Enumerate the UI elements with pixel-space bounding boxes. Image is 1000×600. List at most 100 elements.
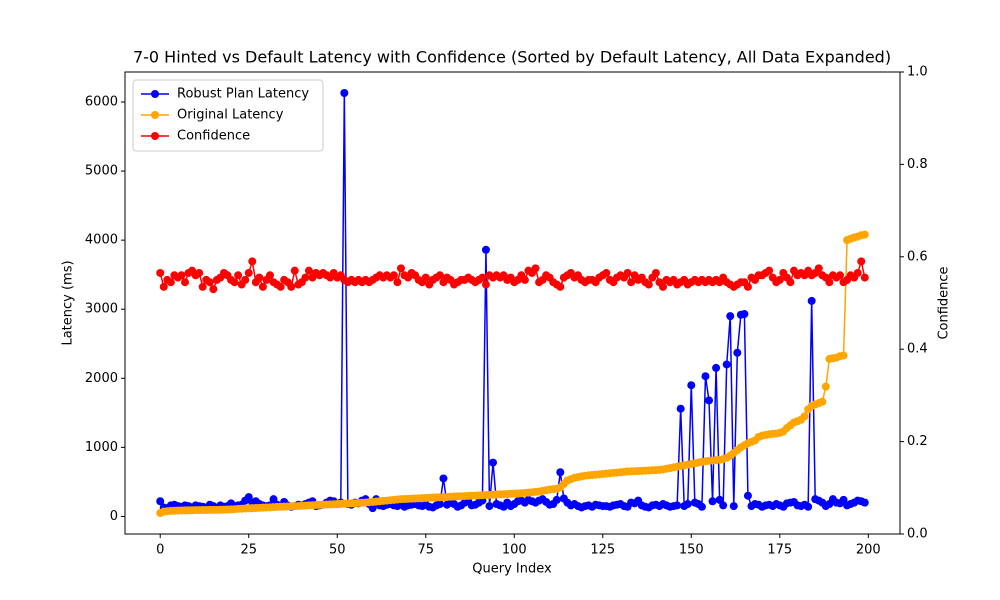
- data-point: [683, 500, 692, 509]
- data-point: [726, 312, 735, 321]
- data-point: [623, 268, 632, 277]
- data-point: [740, 310, 749, 319]
- data-point: [804, 502, 813, 511]
- data-point: [839, 351, 848, 360]
- series: [156, 230, 869, 517]
- x-tick-label: 150: [679, 543, 704, 558]
- data-point: [156, 497, 165, 506]
- data-point: [701, 372, 710, 381]
- data-point: [156, 268, 165, 277]
- y-tick-label: 0: [110, 509, 118, 524]
- data-point: [248, 257, 257, 266]
- data-point: [166, 278, 175, 287]
- legend-marker: [151, 90, 159, 98]
- data-point: [481, 280, 490, 289]
- series: [156, 89, 869, 513]
- data-point: [234, 271, 243, 280]
- data-point: [230, 278, 239, 287]
- data-point: [719, 501, 728, 510]
- y2-tick-label: 0.4: [907, 342, 928, 357]
- data-point: [478, 273, 487, 282]
- data-point: [198, 282, 207, 291]
- data-point: [729, 502, 738, 511]
- data-point: [743, 282, 752, 291]
- data-point: [485, 502, 494, 511]
- plot-frame: [124, 71, 901, 535]
- data-point: [301, 273, 310, 282]
- data-point: [627, 278, 636, 287]
- data-point: [435, 271, 444, 280]
- data-point: [860, 273, 869, 282]
- legend-label: Confidence: [177, 129, 250, 144]
- data-point: [687, 381, 696, 390]
- data-point: [181, 278, 190, 287]
- data-point: [722, 360, 731, 369]
- data-point: [389, 271, 398, 280]
- x-tick-label: 125: [590, 543, 615, 558]
- data-point: [821, 382, 830, 391]
- y-tick-label: 3000: [85, 302, 118, 317]
- x-tick-label: 200: [856, 543, 881, 558]
- data-point: [340, 89, 349, 97]
- x-tick-label: 0: [156, 543, 164, 558]
- data-point: [304, 266, 313, 275]
- data-point: [258, 282, 267, 291]
- y-tick-label: 6000: [85, 94, 118, 109]
- data-point: [733, 348, 742, 357]
- data-point: [825, 278, 834, 287]
- data-point: [205, 278, 214, 287]
- legend-label: Robust Plan Latency: [177, 87, 309, 102]
- data-point: [602, 268, 611, 277]
- data-point: [860, 230, 869, 239]
- legend-marker: [151, 111, 159, 119]
- y2-axis-label: Confidence: [937, 266, 952, 339]
- data-point: [290, 266, 299, 275]
- data-point: [857, 257, 866, 266]
- data-point: [712, 363, 721, 372]
- data-point: [287, 282, 296, 291]
- data-point: [704, 396, 713, 405]
- y-tick-label: 1000: [85, 440, 118, 455]
- y2-tick-label: 0.0: [907, 527, 928, 542]
- y-axis-label: Latency (ms): [61, 260, 76, 345]
- y2-tick-label: 0.6: [907, 249, 928, 264]
- data-point: [697, 502, 706, 511]
- data-point: [556, 282, 565, 291]
- data-point: [241, 275, 250, 284]
- data-point: [658, 282, 667, 291]
- x-tick-label: 175: [767, 543, 792, 558]
- data-point: [255, 273, 264, 282]
- data-point: [676, 404, 685, 413]
- data-point: [209, 285, 218, 294]
- data-point: [435, 500, 444, 509]
- data-point: [556, 468, 565, 477]
- data-point: [835, 271, 844, 280]
- y-tick-label: 2000: [85, 371, 118, 386]
- data-point: [396, 264, 405, 273]
- x-tick-label: 50: [329, 543, 346, 558]
- y2-tick-label: 0.8: [907, 157, 928, 172]
- x-tick-label: 100: [502, 543, 527, 558]
- data-point: [807, 296, 816, 305]
- data-point: [244, 268, 253, 277]
- data-point: [765, 266, 774, 275]
- data-point: [368, 504, 377, 513]
- data-point: [818, 397, 827, 406]
- x-tick-label: 75: [417, 543, 434, 558]
- data-point: [276, 282, 285, 291]
- y-tick-label: 5000: [85, 164, 118, 179]
- data-point: [800, 412, 809, 421]
- x-axis-label: Query Index: [472, 562, 552, 577]
- chart-title: 7-0 Hinted vs Default Latency with Confi…: [133, 48, 891, 67]
- data-point: [743, 491, 752, 500]
- data-point: [853, 268, 862, 277]
- data-point: [481, 245, 490, 254]
- data-point: [439, 474, 448, 483]
- data-point: [159, 282, 168, 291]
- data-point: [814, 264, 823, 273]
- y2-tick-label: 0.2: [907, 434, 928, 449]
- data-point: [393, 278, 402, 287]
- data-point: [520, 275, 529, 284]
- series: [156, 257, 869, 294]
